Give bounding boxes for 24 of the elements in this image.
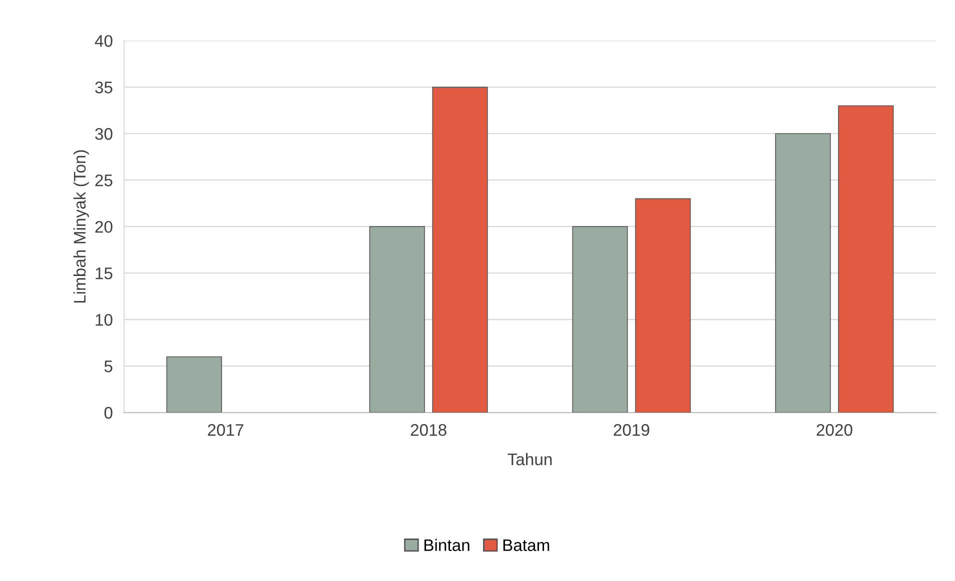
x-tick-label: 2017: [208, 424, 244, 436]
bar: [572, 226, 628, 413]
legend-label: Bintan: [424, 538, 470, 552]
x-tick-label: 2018: [410, 424, 446, 436]
y-axis-title: Limbah Minyak (Ton): [73, 150, 89, 303]
y-tick-label: 25: [95, 174, 112, 186]
bar: [775, 133, 831, 413]
bar: [166, 356, 222, 413]
y-tick-label: 10: [96, 314, 112, 326]
bar: [369, 226, 425, 413]
bar: [635, 198, 691, 413]
x-axis-title: Tahun: [508, 453, 552, 466]
legend-label: Batam: [503, 539, 550, 552]
bar: [838, 105, 894, 413]
x-tick-label: 2020: [816, 424, 852, 436]
y-tick-label: 40: [94, 35, 112, 47]
y-tick-label: 0: [104, 406, 112, 419]
y-tick-label: 15: [96, 268, 112, 280]
y-tick-label: 20: [95, 220, 112, 233]
y-tick-label: 5: [104, 360, 112, 372]
bar: [432, 86, 488, 413]
y-tick-label: 30: [95, 128, 112, 140]
x-tick-label: 2019: [614, 424, 650, 436]
y-tick-label: 35: [95, 82, 112, 94]
